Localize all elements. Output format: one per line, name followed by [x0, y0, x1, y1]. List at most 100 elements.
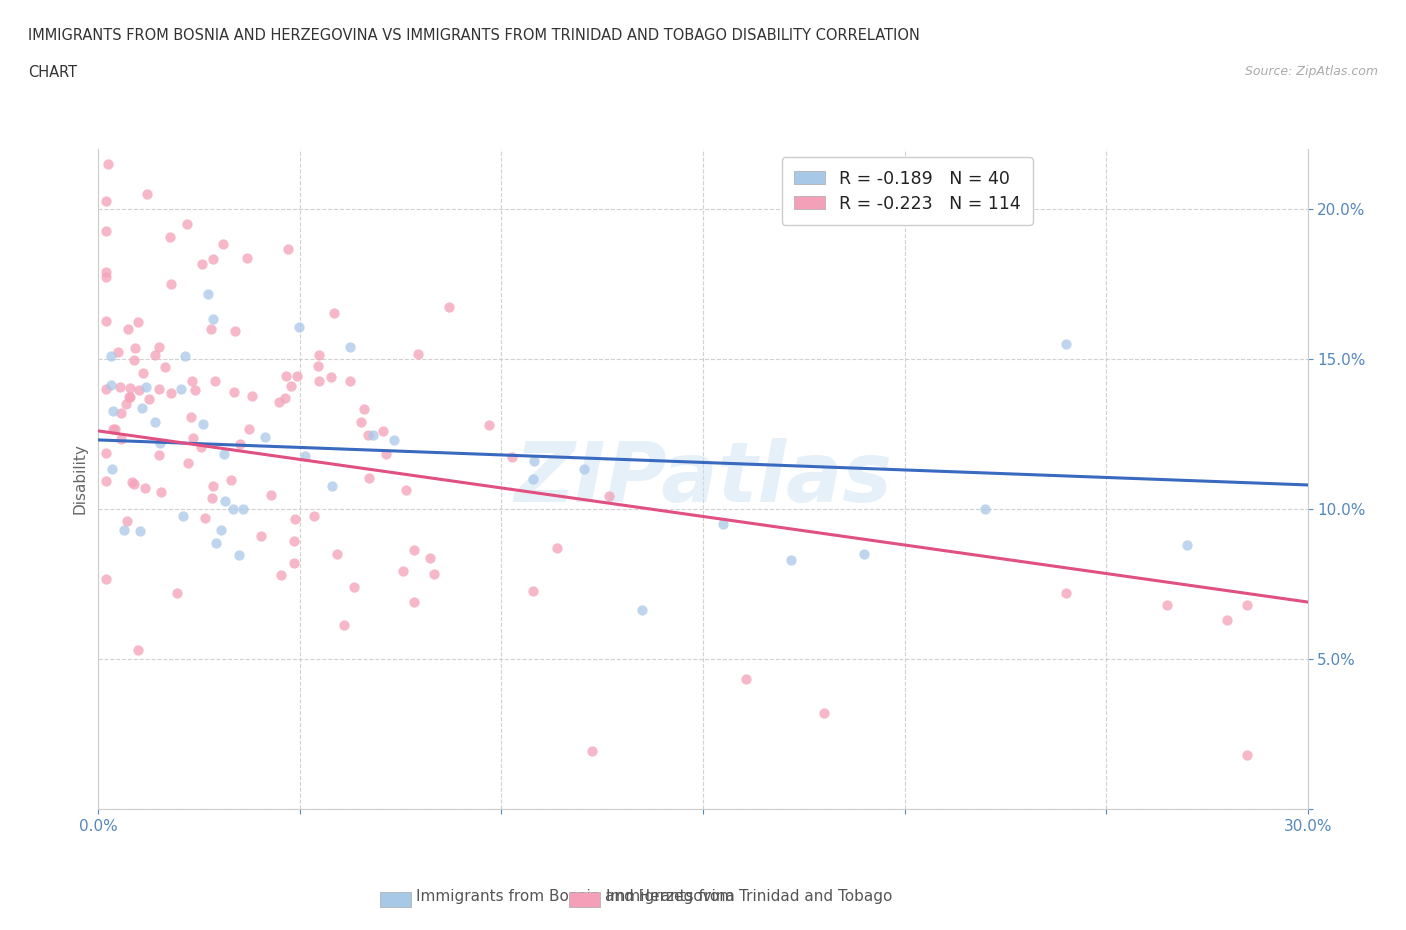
Point [339, 373, 361, 388]
Point [404, 542, 426, 557]
Point [339, 339, 361, 354]
Point [150, 485, 173, 499]
Point [177, 456, 200, 471]
Point [222, 385, 245, 400]
Point [1175, 538, 1198, 552]
Point [174, 349, 197, 364]
Point [283, 534, 305, 549]
Point [129, 524, 152, 538]
Point [323, 306, 346, 321]
Point [287, 368, 309, 383]
Point [110, 405, 132, 420]
Point [118, 390, 141, 405]
Point [326, 547, 349, 562]
Point [107, 345, 129, 360]
Point [204, 374, 226, 389]
Point [229, 437, 252, 452]
Legend: R = -0.189   N = 40, R = -0.223   N = 114: R = -0.189 N = 40, R = -0.223 N = 114 [782, 157, 1033, 225]
Point [194, 511, 217, 525]
Point [135, 380, 157, 395]
Point [228, 548, 250, 563]
Point [359, 471, 381, 485]
Point [546, 541, 568, 556]
Point [96, 313, 118, 328]
Point [631, 603, 654, 618]
Point [277, 242, 299, 257]
Point [422, 566, 444, 581]
Point [115, 396, 138, 411]
Point [402, 595, 425, 610]
Text: ZIPatlas: ZIPatlas [515, 438, 891, 520]
Point [96, 270, 118, 285]
Point [166, 586, 188, 601]
Point [382, 432, 405, 447]
Point [201, 312, 224, 326]
Point [1216, 613, 1239, 628]
Point [238, 421, 260, 436]
Point [127, 643, 149, 658]
Point [197, 286, 219, 301]
Point [124, 340, 146, 355]
Point [232, 501, 254, 516]
Point [280, 379, 302, 393]
Point [190, 257, 212, 272]
Point [284, 512, 307, 527]
Point [118, 380, 141, 395]
Point [124, 352, 146, 367]
Point [112, 523, 135, 538]
Point [283, 556, 305, 571]
Point [439, 300, 461, 315]
Point [343, 579, 366, 594]
Point [302, 509, 325, 524]
Point [321, 479, 343, 494]
Point [184, 382, 207, 397]
Point [96, 223, 118, 238]
Point [253, 430, 276, 445]
Point [96, 381, 118, 396]
Point [159, 230, 181, 245]
Point [118, 390, 141, 405]
Point [394, 483, 416, 498]
Text: Immigrants from Bosnia and Herzegovina: Immigrants from Bosnia and Herzegovina [416, 889, 735, 904]
Point [1156, 598, 1178, 613]
Point [523, 454, 546, 469]
Point [145, 347, 167, 362]
Point [212, 236, 235, 251]
Point [172, 509, 194, 524]
Point [214, 494, 236, 509]
Point [974, 501, 997, 516]
Point [104, 421, 127, 436]
Point [332, 618, 354, 632]
Point [180, 409, 202, 424]
Point [176, 217, 198, 232]
Point [96, 265, 118, 280]
Point [131, 400, 153, 415]
Point [148, 339, 170, 354]
Point [100, 379, 122, 393]
Point [170, 382, 193, 397]
Point [1236, 748, 1258, 763]
Point [96, 193, 118, 208]
Point [276, 368, 298, 383]
Text: Immigrants from Trinidad and Tobago: Immigrants from Trinidad and Tobago [606, 889, 893, 904]
Point [212, 446, 235, 461]
Point [190, 440, 212, 455]
Text: Source: ZipAtlas.com: Source: ZipAtlas.com [1244, 65, 1378, 78]
Point [308, 374, 330, 389]
Point [371, 424, 394, 439]
Point [101, 404, 124, 418]
Point [1054, 337, 1077, 352]
Point [201, 251, 224, 266]
Point [250, 528, 273, 543]
Point [153, 360, 176, 375]
Point [242, 389, 264, 404]
Point [581, 744, 603, 759]
Point [319, 369, 342, 384]
Point [191, 417, 214, 432]
Point [101, 421, 124, 436]
Point [307, 358, 329, 373]
Point [267, 395, 290, 410]
Point [97, 156, 120, 171]
Point [181, 373, 204, 388]
Y-axis label: Disability: Disability [72, 444, 87, 514]
